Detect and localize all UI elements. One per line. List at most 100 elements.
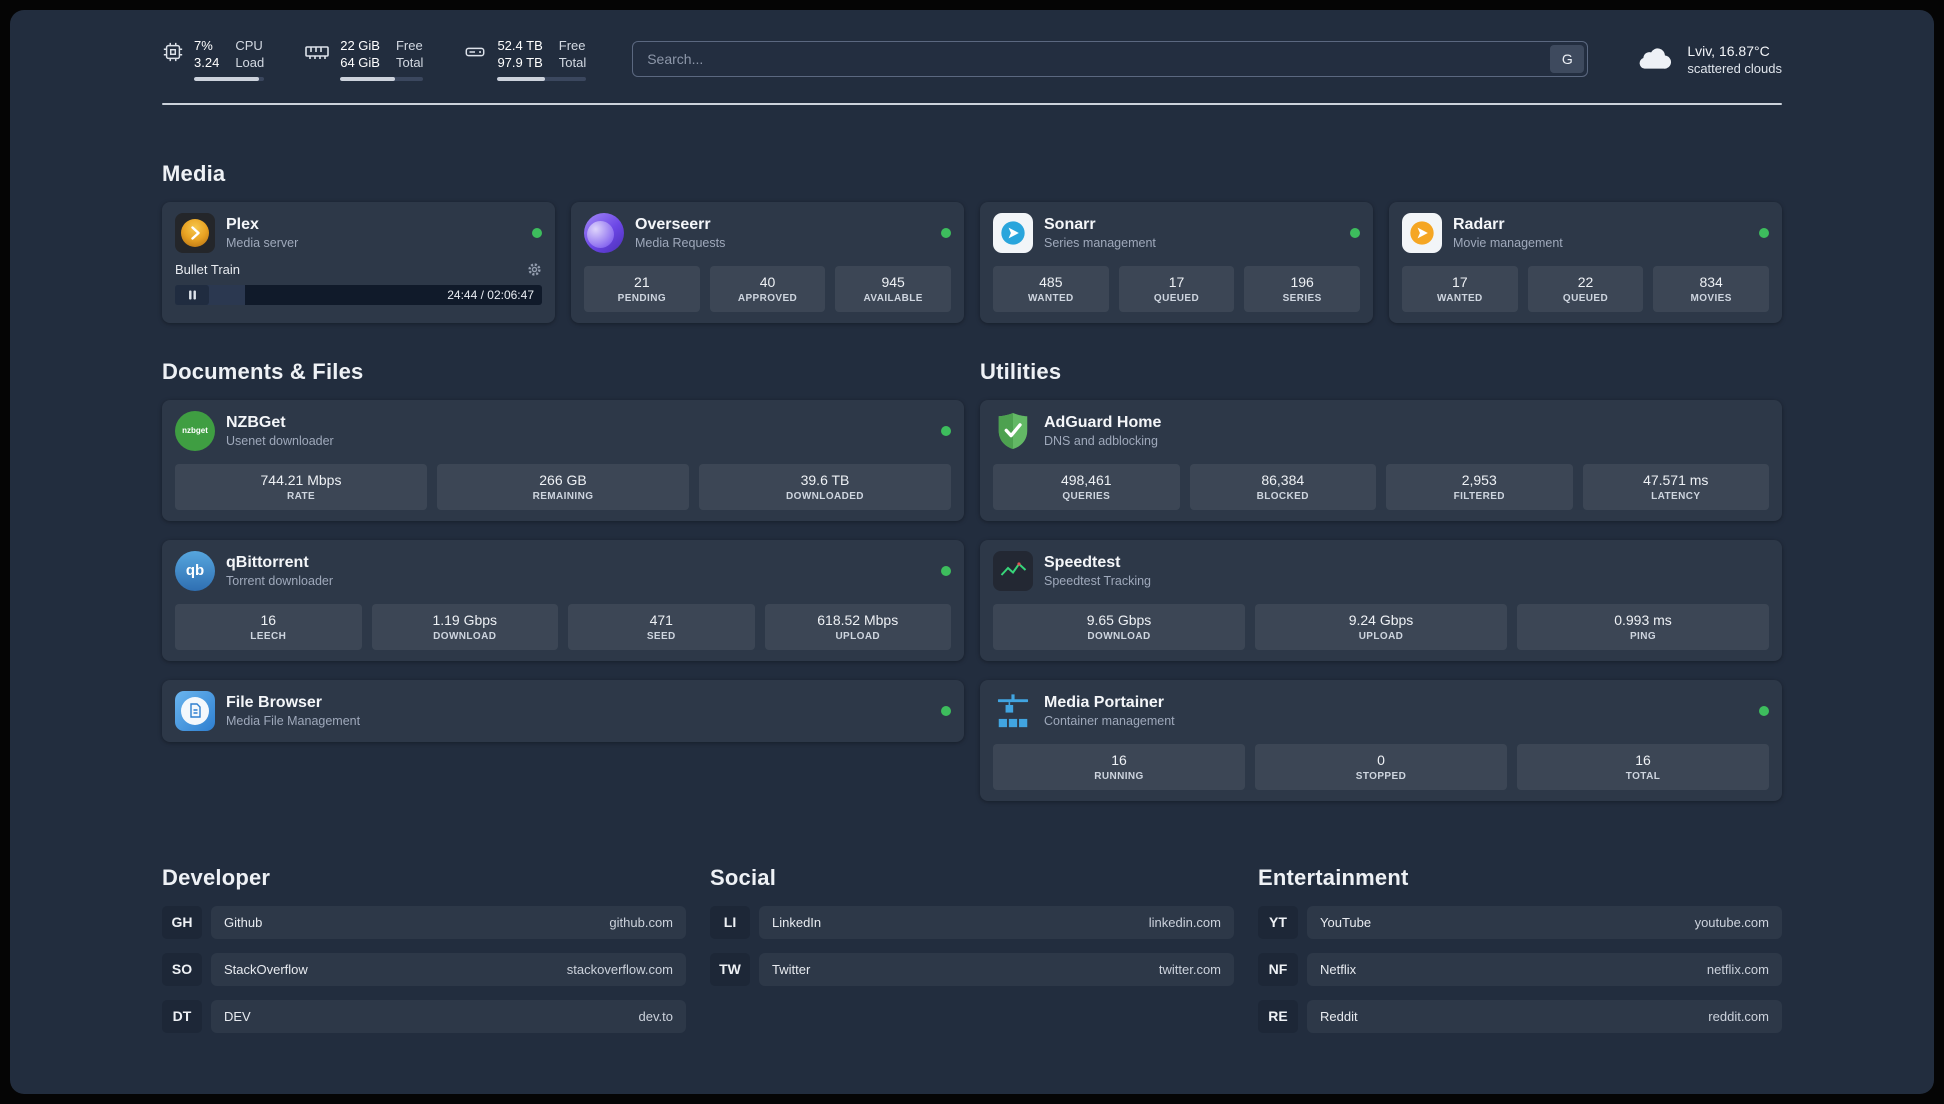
bookmark-url: github.com [609,914,673,930]
bookmark-link-netflix[interactable]: Netflix netflix.com [1307,952,1782,986]
stat-label: TOTAL [1625,770,1661,782]
bookmark-abbr: SO [162,952,202,986]
stat-value: 16 [1111,751,1127,768]
app-title: Overseerr [635,215,711,233]
stat-box: 47.571 ms LATENCY [1582,463,1769,510]
stat-box: 39.6 TB DOWNLOADED [699,463,951,510]
developer-section-title: Developer [162,864,271,890]
stat-box: 945 AVAILABLE [835,265,951,312]
stat-value: 16 [1635,751,1651,768]
stat-label: DOWNLOAD [1087,630,1151,642]
bookmark-abbr: NF [1258,952,1298,986]
stat-box: 834 MOVIES [1653,265,1769,312]
stat-label: BLOCKED [1256,490,1309,502]
stat-label: WANTED [1027,292,1074,304]
qbittorrent-icon: qb [175,550,215,591]
app-title: File Browser [226,693,323,711]
stat-value: 266 GB [539,471,587,488]
stat-label: DOWNLOADED [786,490,864,502]
search-bar: G [632,41,1589,78]
sonarr-card[interactable]: Sonarr Series management 485 WANTED 17 Q… [980,201,1373,323]
pause-button[interactable] [175,284,209,305]
bookmark-row: YT YouTube youtube.com [1258,905,1782,939]
radarr-icon [1402,212,1442,253]
stat-value: 17 [1168,273,1185,290]
stat-box: 16 TOTAL [1517,743,1769,790]
stat-label: SEED [646,630,676,642]
stat-label: RUNNING [1094,770,1144,782]
bookmark-abbr: TW [710,952,750,986]
app-subtitle: Container management [1044,713,1175,728]
stat-value: 86,384 [1261,471,1305,488]
stat-label: REMAINING [532,490,594,502]
disk-progress-bar [497,76,587,81]
bookmark-abbr: RE [1258,999,1298,1033]
stat-box: 196 SERIES [1244,265,1360,312]
weather-widget: Lviv, 16.87°C scattered clouds [1634,42,1782,77]
bookmark-abbr: GH [162,905,202,939]
topbar-divider [162,102,1782,105]
nzbget-icon-text: nzbget [182,426,208,435]
bookmark-link-dev[interactable]: DEV dev.to [211,999,686,1033]
plex-card[interactable]: Plex Media server Bullet Train [162,201,555,323]
bookmark-link-stackoverflow[interactable]: StackOverflow stackoverflow.com [211,952,686,986]
stat-value: 485 [1039,273,1063,290]
stat-label: QUERIES [1062,490,1111,502]
app-subtitle: Movie management [1453,235,1563,250]
bookmark-name: Twitter [772,961,811,977]
stat-value: 16 [260,611,277,628]
stat-value: 9.65 Gbps [1086,611,1152,628]
stat-label: LATENCY [1651,490,1701,502]
portainer-card[interactable]: Media Portainer Container management 16 … [980,679,1782,801]
bookmark-name: Github [224,914,263,930]
entertainment-section-title: Entertainment [1258,864,1409,890]
bookmark-link-twitter[interactable]: Twitter twitter.com [759,952,1234,986]
status-online-dot [1350,227,1360,238]
stat-box: 21 PENDING [584,265,700,312]
disk-total-label: Total [558,55,587,71]
cpu-chip-icon [162,41,184,68]
overseerr-card[interactable]: Overseerr Media Requests 21 PENDING 40 A… [571,201,964,323]
bookmark-row: SO StackOverflow stackoverflow.com [162,952,686,986]
stat-box: 744.21 Mbps RATE [175,463,427,510]
stat-label: SERIES [1282,292,1322,304]
nzbget-card[interactable]: nzbget NZBGet Usenet downloader 744.21 M… [162,399,964,521]
stat-value: 39.6 TB [800,471,850,488]
search-engine-button[interactable]: G [1550,45,1585,74]
bookmark-row: LI LinkedIn linkedin.com [710,905,1234,939]
bookmark-url: dev.to [638,1008,673,1024]
stat-value: 834 [1699,273,1723,290]
stat-label: STOPPED [1355,770,1407,782]
stat-value: 0.993 ms [1614,611,1672,628]
qbittorrent-card[interactable]: qb qBittorrent Torrent downloader 16 LEE… [162,539,964,661]
speedtest-card[interactable]: Speedtest Speedtest Tracking 9.65 Gbps D… [980,539,1782,661]
bookmark-link-reddit[interactable]: Reddit reddit.com [1307,999,1782,1033]
stat-label: UPLOAD [1358,630,1404,642]
search-input[interactable] [632,41,1589,78]
bookmark-name: Reddit [1320,1008,1358,1024]
status-online-dot [532,227,542,238]
app-title: Media Portainer [1044,693,1165,711]
app-subtitle: Speedtest Tracking [1044,573,1152,588]
stat-box: 1.19 Gbps DOWNLOAD [371,603,558,650]
bookmark-abbr: YT [1258,905,1298,939]
stat-label: FILTERED [1453,490,1505,502]
nzbget-icon: nzbget [175,410,215,451]
radarr-card[interactable]: Radarr Movie management 17 WANTED 22 QUE… [1389,201,1782,323]
gear-icon[interactable] [527,262,542,277]
stat-box: 618.52 Mbps UPLOAD [764,603,951,650]
bookmark-link-github[interactable]: Github github.com [211,905,686,939]
now-playing-title: Bullet Train [175,261,241,277]
playback-progress-bar[interactable]: 24:44 / 02:06:47 [175,284,542,305]
bookmark-link-linkedin[interactable]: LinkedIn linkedin.com [759,905,1234,939]
utilities-section-title: Utilities [980,358,1062,384]
adguard-card[interactable]: AdGuard Home DNS and adblocking 498,461 … [980,399,1782,521]
filebrowser-card[interactable]: File Browser Media File Management [162,679,964,742]
portainer-crane-icon [993,691,1033,731]
app-title: Plex [226,215,259,233]
documents-section-title: Documents & Files [162,358,364,384]
bookmark-link-youtube[interactable]: YouTube youtube.com [1307,905,1782,939]
weather-condition: scattered clouds [1687,60,1782,76]
app-subtitle: DNS and adblocking [1044,433,1158,448]
stat-box: 9.65 Gbps DOWNLOAD [993,603,1245,650]
